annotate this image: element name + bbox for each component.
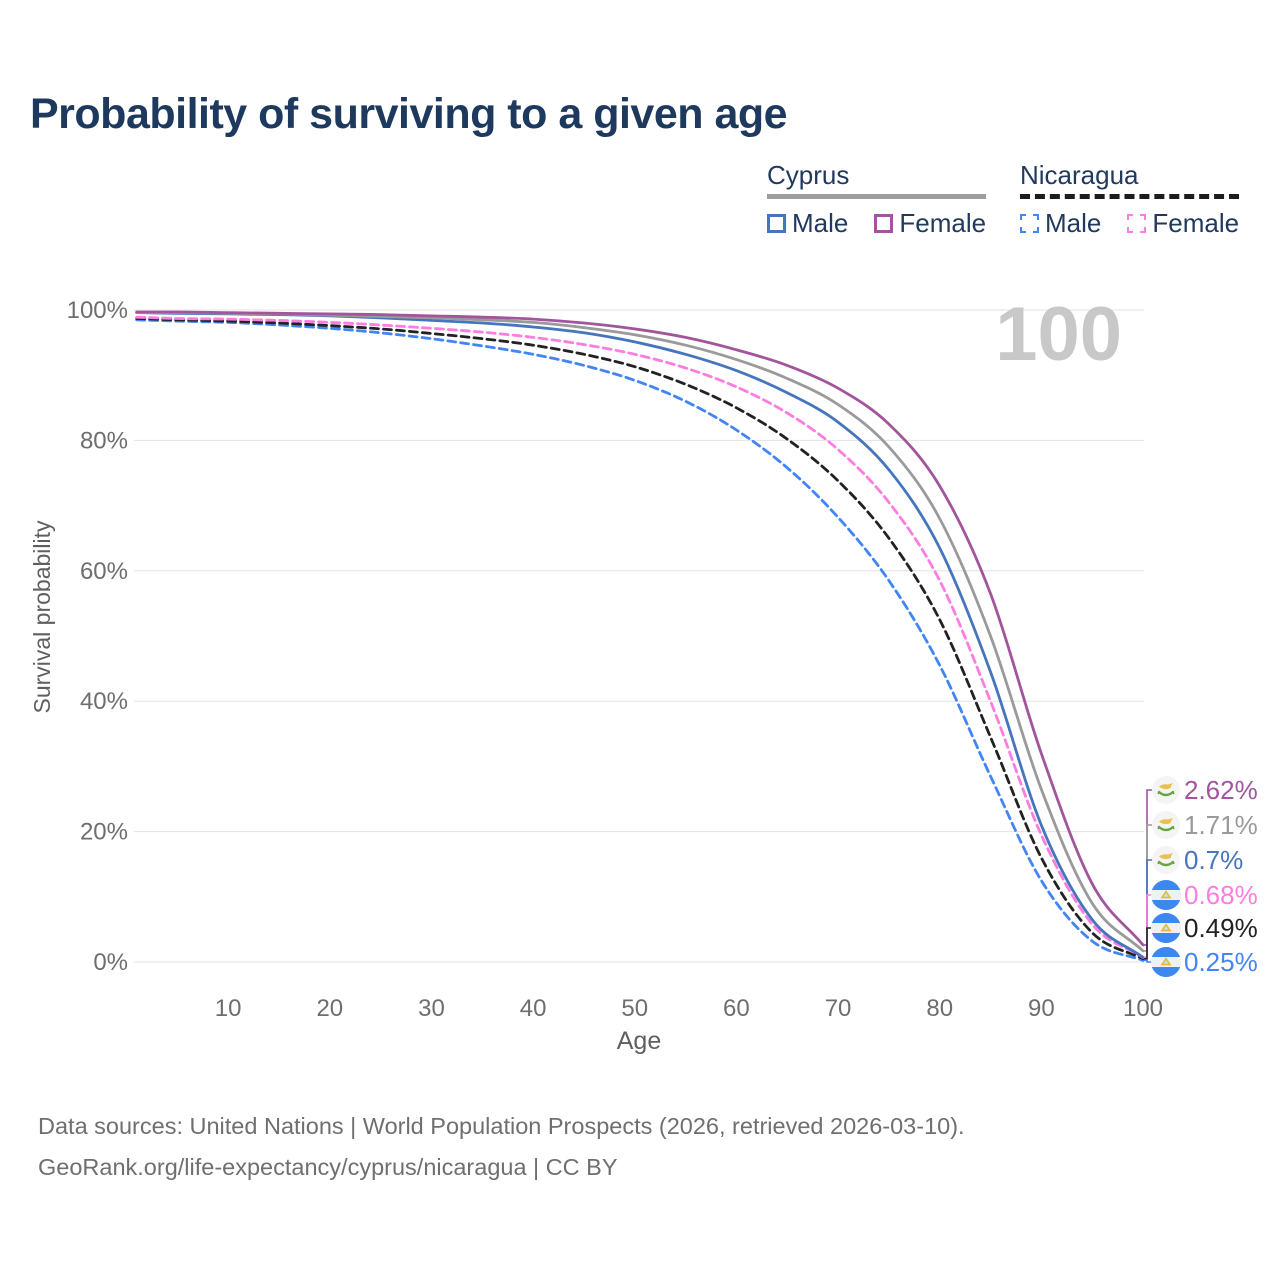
nicaragua-male-swatch-icon <box>1020 214 1039 233</box>
x-tick-label: 20 <box>316 995 343 1022</box>
x-tick-label: 70 <box>825 995 852 1022</box>
line-nicaragua-male[interactable] <box>135 318 1145 962</box>
line-nicaragua-female[interactable] <box>135 315 1145 959</box>
legend-label-cyprus-male: Male <box>792 208 849 238</box>
x-tick-label: 80 <box>926 995 953 1022</box>
x-tick-label: 90 <box>1028 995 1055 1022</box>
legend-country-cyprus[interactable]: Cyprus <box>767 160 850 190</box>
y-tick-label: 0% <box>93 949 128 976</box>
x-tick-label: 60 <box>723 995 750 1022</box>
page-title: Probability of surviving to a given age <box>30 90 788 138</box>
age-watermark: 100 <box>995 292 1122 377</box>
nicaragua-female-swatch-icon <box>1127 214 1147 233</box>
cyprus-flag-icon <box>1152 811 1180 839</box>
y-tick-label: 80% <box>80 427 128 454</box>
cyprus-flag-icon <box>1152 846 1180 874</box>
legend-group-nicaragua: Nicaragua Male Female <box>1020 160 1240 239</box>
legend-label-nicaragua-female: Female <box>1152 208 1240 238</box>
y-tick-label: 40% <box>80 688 128 715</box>
cyprus-flag-icon <box>1152 776 1180 804</box>
y-tick-label: 60% <box>80 558 128 585</box>
legend: Cyprus Male Female Nicaragua Male <box>0 160 1280 240</box>
data-sources-line: Data sources: United Nations | World Pop… <box>38 1113 965 1139</box>
x-tick-label: 10 <box>215 995 242 1022</box>
legend-items-nicaragua: Male Female <box>1020 208 1239 239</box>
series-lines <box>135 310 1145 962</box>
nicaragua-flag-icon <box>1151 947 1181 977</box>
x-axis-title: Age <box>617 1027 661 1055</box>
y-tick-label: 20% <box>80 819 128 846</box>
legend-label-cyprus-female: Female <box>899 208 987 238</box>
cyprus-male-swatch-icon <box>767 214 786 233</box>
legend-item-nicaragua-female[interactable]: Female <box>1127 208 1239 239</box>
end-value-label: 2.62% <box>1184 775 1258 805</box>
end-value-label: 1.71% <box>1184 810 1258 840</box>
x-tick-label: 100 <box>1123 995 1163 1022</box>
line-nicaragua[interactable] <box>135 317 1145 961</box>
x-tick-label: 30 <box>418 995 445 1022</box>
x-tick-label: 40 <box>520 995 547 1022</box>
cyprus-solid-line-swatch <box>767 194 987 199</box>
legend-items-cyprus: Male Female <box>767 208 986 239</box>
legend-item-nicaragua-male[interactable]: Male <box>1020 208 1101 239</box>
end-label-connector <box>1144 859 1153 959</box>
legend-item-cyprus-male[interactable]: Male <box>767 208 848 239</box>
footer: Data sources: United Nations | World Pop… <box>38 1106 965 1188</box>
y-tick-label: 100% <box>67 297 128 324</box>
end-value-label: 0.49% <box>1184 913 1258 943</box>
gridlines: 0% 20% 40% 60% 80% 100% <box>67 297 1144 976</box>
end-label-connector <box>1144 789 1153 946</box>
x-tick-label: 50 <box>621 995 648 1022</box>
end-value-label: 0.7% <box>1184 845 1243 875</box>
line-cyprus-female[interactable] <box>135 310 1145 947</box>
nicaragua-flag-icon <box>1151 880 1181 910</box>
nicaragua-dashed-line-swatch <box>1020 194 1240 199</box>
legend-country-nicaragua[interactable]: Nicaragua <box>1020 160 1139 190</box>
end-label-connector <box>1144 927 1153 960</box>
end-labels: 2.62% 1.71% 0.7% 0.68%0.49% 0.25% <box>1144 775 1258 977</box>
legend-item-cyprus-female[interactable]: Female <box>874 208 986 239</box>
line-cyprus-male[interactable] <box>135 311 1145 959</box>
line-cyprus[interactable] <box>135 311 1145 953</box>
nicaragua-flag-icon <box>1151 913 1181 943</box>
legend-label-nicaragua-male: Male <box>1045 208 1102 238</box>
end-label-connector <box>1144 894 1153 959</box>
end-label-connector <box>1144 959 1153 963</box>
cyprus-female-swatch-icon <box>874 214 894 233</box>
end-value-label: 0.25% <box>1184 947 1258 977</box>
end-value-label: 0.68% <box>1184 880 1258 910</box>
legend-group-cyprus: Cyprus Male Female <box>767 160 987 239</box>
attribution-line: GeoRank.org/life-expectancy/cyprus/nicar… <box>38 1154 618 1180</box>
y-axis-title: Survival probability <box>29 520 55 714</box>
